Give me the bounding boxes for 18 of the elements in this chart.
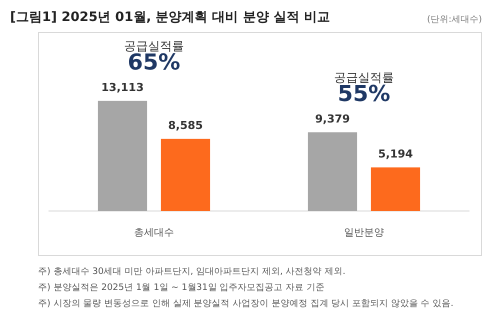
text: 공급실적률 [334,70,394,84]
text: 65% [128,50,180,76]
x-tick-label: 총세대수 [134,228,174,239]
bar [98,100,148,211]
data-label: 13,113 [101,81,144,94]
chart-subtitle: (단위:세대수) [426,14,482,26]
data-label: 5,194 [378,148,414,161]
text: 주) 시장의 물량 변동성으로 인해 실제 분양실적 사업장이 분양예정 집계 당시 포함되지 않았을 수 있음. [38,298,454,311]
data-label: 8,585 [168,119,203,132]
bar [370,167,420,211]
text: 주) 총세대수 30세대 미만 아파트단지, 임대아파트단지 제외, 사전청약 제외. [38,266,346,279]
text: 공급실적률 [124,38,184,53]
data-label: 9,379 [315,112,350,126]
bar [308,132,358,211]
text: 주) 분양실적은 2025년 1월 1일 ~ 1월31일 입주자모집공고 자료 기준 [38,282,326,295]
x-tick-label: 일반분양 [344,228,384,239]
bar [160,138,210,211]
chart-title: [그림1] 2025년 01월, 분양계획 대비 분양 실적 비교 [10,9,330,26]
